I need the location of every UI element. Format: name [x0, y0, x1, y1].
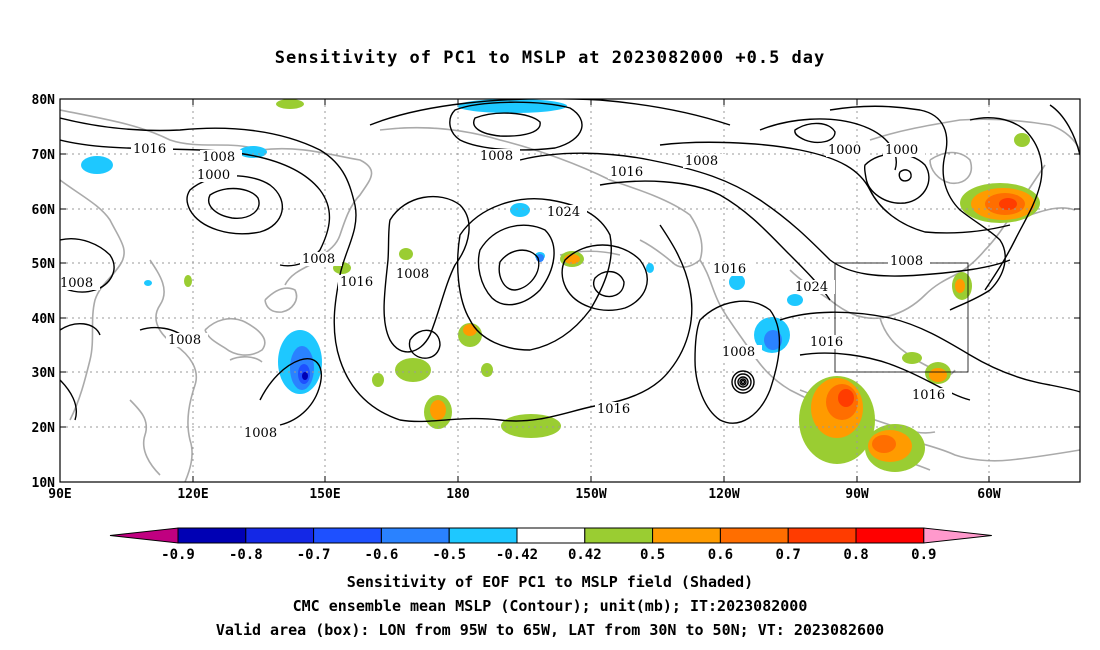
lat-label: 10N [32, 476, 56, 491]
colorbar-segment [448, 527, 518, 544]
lat-label: 40N [32, 312, 56, 327]
contour-label: 1016 [912, 388, 945, 403]
contour-label: 1008 [60, 276, 93, 291]
lat-label: 50N [32, 257, 56, 272]
colorbar-segment [787, 527, 857, 544]
colorbar-label: -0.5 [432, 547, 466, 563]
colorbar-segment [584, 527, 654, 544]
footer-line-1: Sensitivity of EOF PC1 to MSLP field (Sh… [346, 573, 754, 591]
lon-label: 150W [575, 487, 606, 502]
lat-label: 20N [32, 421, 56, 436]
contour-label: 1008 [244, 426, 277, 441]
colorbar-segment [313, 527, 382, 544]
colorbar-label: 0.8 [843, 547, 868, 563]
contour-label: 1008 [168, 333, 201, 348]
lon-label: 120W [708, 487, 739, 502]
colorbar-label: 0.5 [640, 547, 665, 563]
coastlines [60, 109, 1080, 482]
contour-label: 1008 [202, 150, 235, 165]
contour-label: 1008 [722, 345, 755, 360]
colorbar: -0.9 -0.8 -0.7 -0.6 -0.5 -0.42 0.42 0.5 0.6 0.7 0.… [109, 527, 992, 563]
colorbar-segment [652, 527, 721, 544]
colorbar-arrow-left [109, 527, 179, 544]
colorbar-label: -0.42 [496, 547, 538, 563]
colorbar-label: -0.6 [365, 547, 399, 563]
lon-label: 90E [48, 487, 71, 502]
contour-label: 1024 [795, 280, 828, 295]
contour-label: 1000 [885, 143, 918, 158]
colorbar-segment [177, 527, 247, 544]
colorbar-label: 0.9 [911, 547, 936, 563]
colorbar-segment [719, 527, 789, 544]
contour-label: 1024 [547, 205, 580, 220]
contour-label: 1016 [597, 402, 630, 417]
footer-line-2: CMC ensemble mean MSLP (Contour); unit(m… [292, 597, 808, 615]
lon-label: 120E [177, 487, 208, 502]
map-frame [59, 98, 1081, 483]
colorbar-segment [516, 527, 586, 544]
lon-label: 180 [446, 487, 470, 502]
lon-label: 60W [977, 487, 1001, 502]
colorbar-label: -0.9 [161, 547, 195, 563]
latitude-labels: 80N 70N 60N 50N 40N 30N 20N 10N [32, 93, 56, 491]
colorbar-label: -0.7 [297, 547, 331, 563]
colorbar-label: 0.6 [708, 547, 733, 563]
colorbar-segment [245, 527, 315, 544]
lat-label: 80N [32, 93, 56, 108]
contour-label: 1016 [713, 262, 746, 277]
lat-label: 30N [32, 366, 56, 381]
contour-label: 1016 [133, 142, 166, 157]
contour-label: 1008 [396, 267, 429, 282]
contour-label: 1000 [197, 168, 230, 183]
colorbar-label: 0.42 [568, 547, 602, 563]
tick-marks [60, 98, 1080, 483]
lon-label: 150E [309, 487, 340, 502]
map-title: Sensitivity of PC1 to MSLP at 2023082000… [274, 48, 826, 68]
lat-label: 70N [32, 148, 56, 163]
colorbar-segment [380, 527, 450, 544]
contour-label: 1000 [828, 143, 861, 158]
footer-line-3: Valid area (box): LON from 95W to 65W, L… [215, 621, 885, 639]
contour-label: 1016 [810, 335, 843, 350]
colorbar-label: 0.7 [776, 547, 801, 563]
contour-label: 1016 [340, 275, 373, 290]
colorbar-label: -0.8 [229, 547, 263, 563]
colorbar-arrow-right [923, 527, 992, 544]
contour-labels: 1016 1008 1000 1008 1016 1024 1008 1000 … [58, 142, 952, 441]
contour-label: 1008 [302, 252, 335, 267]
colorbar-segment [855, 527, 925, 544]
contour-label: 1008 [480, 149, 513, 164]
contour-label: 1016 [610, 165, 643, 180]
longitude-labels: 90E 120E 150E 180 150W 120W 90W 60W [48, 487, 1001, 502]
contour-label: 1008 [685, 154, 718, 169]
lon-label: 90W [845, 487, 869, 502]
lat-label: 60N [32, 203, 56, 218]
contour-label: 1008 [890, 254, 923, 269]
